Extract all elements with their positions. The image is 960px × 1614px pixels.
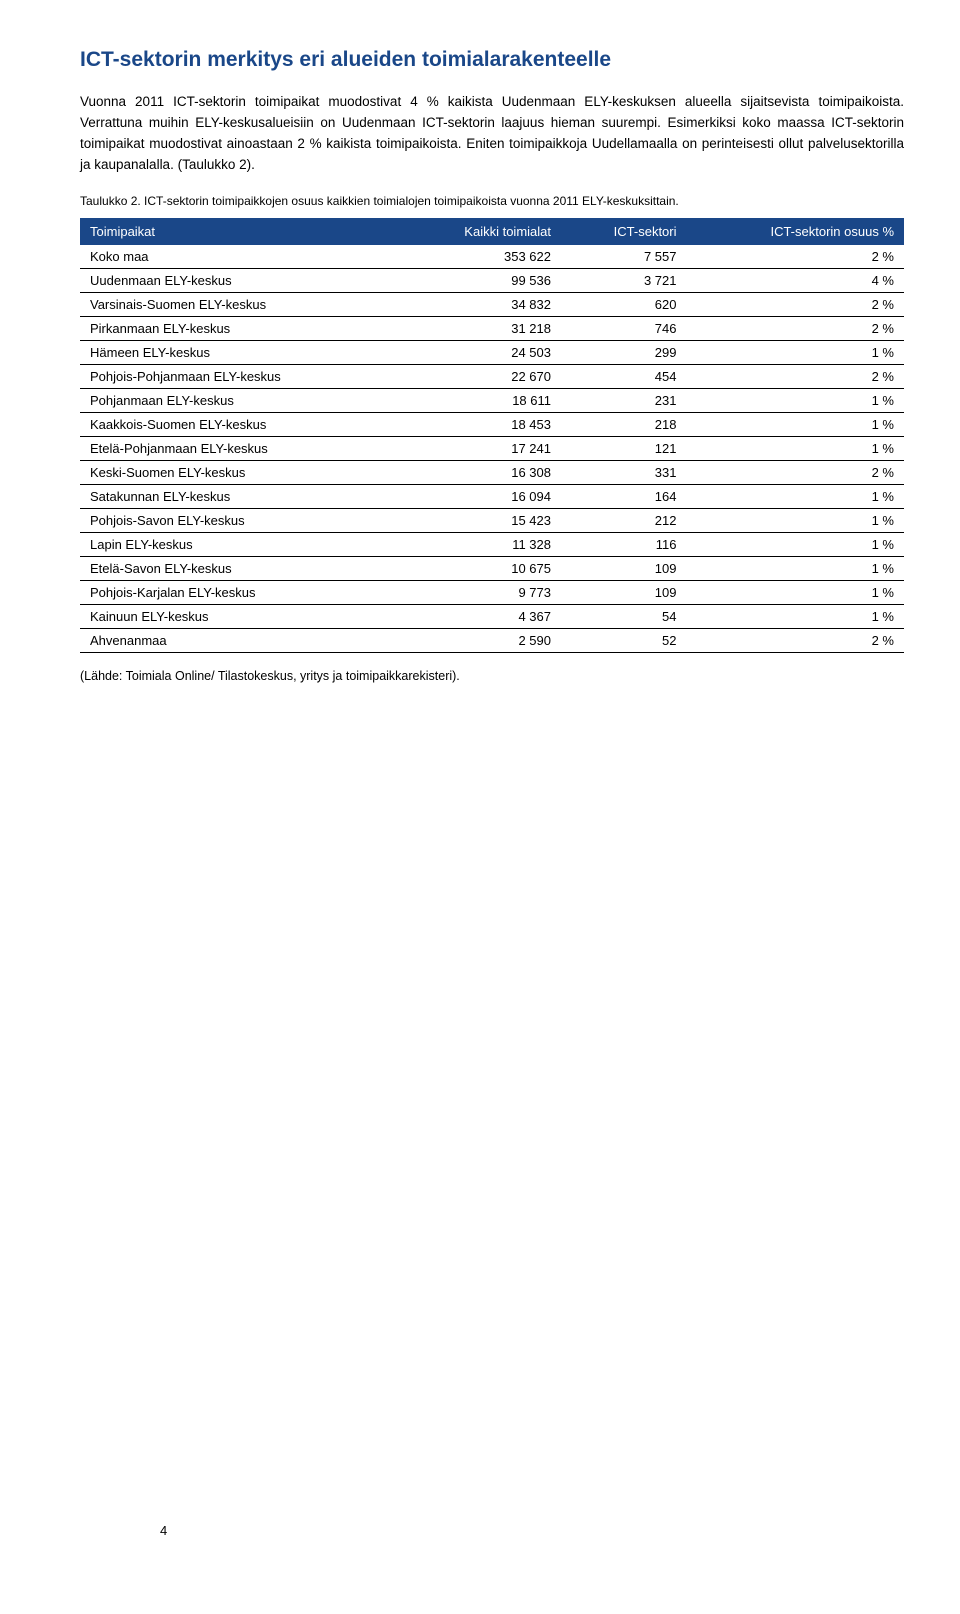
- table-cell: 1 %: [687, 532, 905, 556]
- table-cell: 2 %: [687, 316, 905, 340]
- table-cell: 454: [561, 364, 687, 388]
- table-cell: Hämeen ELY-keskus: [80, 340, 399, 364]
- table-cell: 1 %: [687, 604, 905, 628]
- table-cell: Etelä-Pohjanmaan ELY-keskus: [80, 436, 399, 460]
- table-cell: 1 %: [687, 436, 905, 460]
- table-cell: 164: [561, 484, 687, 508]
- table-cell: 18 453: [399, 412, 561, 436]
- table-row: Koko maa353 6227 5572 %: [80, 245, 904, 269]
- table-cell: 2 %: [687, 364, 905, 388]
- table-row: Keski-Suomen ELY-keskus16 3083312 %: [80, 460, 904, 484]
- table-cell: 31 218: [399, 316, 561, 340]
- table-cell: 11 328: [399, 532, 561, 556]
- page-number: 4: [160, 1523, 167, 1538]
- table-caption: Taulukko 2. ICT-sektorin toimipaikkojen …: [80, 194, 904, 208]
- table-cell: Kaakkois-Suomen ELY-keskus: [80, 412, 399, 436]
- table-cell: 99 536: [399, 268, 561, 292]
- table-cell: 16 308: [399, 460, 561, 484]
- table-row: Pohjois-Pohjanmaan ELY-keskus22 6704542 …: [80, 364, 904, 388]
- table-cell: 15 423: [399, 508, 561, 532]
- table-cell: 18 611: [399, 388, 561, 412]
- table-cell: 231: [561, 388, 687, 412]
- table-cell: 2 590: [399, 628, 561, 652]
- table-row: Kaakkois-Suomen ELY-keskus18 4532181 %: [80, 412, 904, 436]
- col-header-ict: ICT-sektori: [561, 218, 687, 245]
- table-cell: 16 094: [399, 484, 561, 508]
- table-cell: 2 %: [687, 245, 905, 269]
- table-cell: 9 773: [399, 580, 561, 604]
- section-heading: ICT-sektorin merkitys eri alueiden toimi…: [80, 48, 904, 72]
- col-header-osuus: ICT-sektorin osuus %: [687, 218, 905, 245]
- table-row: Ahvenanmaa2 590522 %: [80, 628, 904, 652]
- table-header-row: Toimipaikat Kaikki toimialat ICT-sektori…: [80, 218, 904, 245]
- table-cell: 218: [561, 412, 687, 436]
- table-cell: 22 670: [399, 364, 561, 388]
- table-cell: 620: [561, 292, 687, 316]
- table-cell: 746: [561, 316, 687, 340]
- table-cell: 1 %: [687, 508, 905, 532]
- table-cell: 34 832: [399, 292, 561, 316]
- table-cell: 52: [561, 628, 687, 652]
- table-row: Pohjanmaan ELY-keskus18 6112311 %: [80, 388, 904, 412]
- table-cell: Satakunnan ELY-keskus: [80, 484, 399, 508]
- table-cell: Pohjois-Karjalan ELY-keskus: [80, 580, 399, 604]
- table-row: Kainuun ELY-keskus4 367541 %: [80, 604, 904, 628]
- table-cell: Koko maa: [80, 245, 399, 269]
- table-cell: Ahvenanmaa: [80, 628, 399, 652]
- col-header-toimipaikat: Toimipaikat: [80, 218, 399, 245]
- table-cell: Keski-Suomen ELY-keskus: [80, 460, 399, 484]
- table-cell: Pohjanmaan ELY-keskus: [80, 388, 399, 412]
- table-cell: 353 622: [399, 245, 561, 269]
- table-row: Etelä-Pohjanmaan ELY-keskus17 2411211 %: [80, 436, 904, 460]
- table-row: Lapin ELY-keskus11 3281161 %: [80, 532, 904, 556]
- table-cell: 3 721: [561, 268, 687, 292]
- table-cell: Pohjois-Savon ELY-keskus: [80, 508, 399, 532]
- table-cell: 10 675: [399, 556, 561, 580]
- table-cell: 7 557: [561, 245, 687, 269]
- table-row: Varsinais-Suomen ELY-keskus34 8326202 %: [80, 292, 904, 316]
- table-cell: Uudenmaan ELY-keskus: [80, 268, 399, 292]
- table-row: Pohjois-Karjalan ELY-keskus9 7731091 %: [80, 580, 904, 604]
- table-cell: 54: [561, 604, 687, 628]
- table-cell: Varsinais-Suomen ELY-keskus: [80, 292, 399, 316]
- table-cell: 1 %: [687, 580, 905, 604]
- table-row: Satakunnan ELY-keskus16 0941641 %: [80, 484, 904, 508]
- table-cell: 1 %: [687, 412, 905, 436]
- table-cell: Etelä-Savon ELY-keskus: [80, 556, 399, 580]
- table-cell: 2 %: [687, 292, 905, 316]
- table-cell: Lapin ELY-keskus: [80, 532, 399, 556]
- table-cell: Pirkanmaan ELY-keskus: [80, 316, 399, 340]
- table-cell: 212: [561, 508, 687, 532]
- table-row: Hämeen ELY-keskus24 5032991 %: [80, 340, 904, 364]
- table-cell: 121: [561, 436, 687, 460]
- table-cell: 2 %: [687, 628, 905, 652]
- table-row: Etelä-Savon ELY-keskus10 6751091 %: [80, 556, 904, 580]
- table-cell: 109: [561, 580, 687, 604]
- table-cell: 1 %: [687, 484, 905, 508]
- table-cell: 24 503: [399, 340, 561, 364]
- data-table: Toimipaikat Kaikki toimialat ICT-sektori…: [80, 218, 904, 653]
- table-cell: 2 %: [687, 460, 905, 484]
- table-cell: Pohjois-Pohjanmaan ELY-keskus: [80, 364, 399, 388]
- source-note: (Lähde: Toimiala Online/ Tilastokeskus, …: [80, 669, 904, 683]
- table-cell: Kainuun ELY-keskus: [80, 604, 399, 628]
- intro-paragraph: Vuonna 2011 ICT-sektorin toimipaikat muo…: [80, 92, 904, 176]
- table-cell: 1 %: [687, 340, 905, 364]
- table-cell: 109: [561, 556, 687, 580]
- table-cell: 4 367: [399, 604, 561, 628]
- table-cell: 4 %: [687, 268, 905, 292]
- table-cell: 1 %: [687, 556, 905, 580]
- table-cell: 299: [561, 340, 687, 364]
- col-header-kaikki: Kaikki toimialat: [399, 218, 561, 245]
- table-row: Pirkanmaan ELY-keskus31 2187462 %: [80, 316, 904, 340]
- table-cell: 331: [561, 460, 687, 484]
- table-cell: 1 %: [687, 388, 905, 412]
- table-cell: 17 241: [399, 436, 561, 460]
- table-row: Pohjois-Savon ELY-keskus15 4232121 %: [80, 508, 904, 532]
- table-row: Uudenmaan ELY-keskus99 5363 7214 %: [80, 268, 904, 292]
- table-cell: 116: [561, 532, 687, 556]
